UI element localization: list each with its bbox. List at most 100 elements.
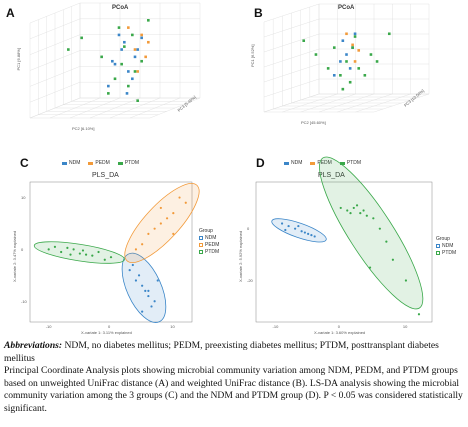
- data-point: [111, 59, 114, 63]
- legend-item: NDM: [436, 243, 456, 249]
- panel-label: C: [20, 156, 29, 170]
- legend-item: NDM: [284, 160, 302, 166]
- grid-line: [29, 2, 81, 24]
- data-point: [349, 212, 352, 215]
- data-point: [348, 80, 352, 84]
- data-point: [134, 248, 138, 251]
- data-point: [346, 209, 349, 212]
- legend: NDM PEDM PTDM: [62, 160, 139, 166]
- data-point: [100, 55, 103, 59]
- data-point: [147, 232, 150, 235]
- data-point: [284, 228, 287, 232]
- data-point: [141, 243, 144, 246]
- data-point: [80, 36, 83, 40]
- group-ellipse: [124, 183, 200, 263]
- data-point: [287, 224, 290, 228]
- data-point: [280, 222, 284, 225]
- data-point: [385, 240, 388, 243]
- data-point: [345, 53, 348, 56]
- data-point: [359, 212, 362, 215]
- y-axis-title: X-variate 2: 5.92% explained: [238, 231, 243, 282]
- x-axis-title: PC2 [45.60%]: [301, 120, 326, 125]
- data-point: [128, 269, 131, 272]
- data-point: [378, 227, 381, 230]
- y-tick-label: 10: [21, 195, 26, 200]
- data-point: [339, 60, 342, 63]
- data-point: [60, 250, 63, 254]
- data-point: [310, 234, 313, 237]
- panel-label: D: [256, 156, 265, 170]
- data-point: [156, 279, 159, 282]
- data-point: [345, 60, 348, 63]
- x-axis-title: X-variate 1: 3.60% explained: [314, 330, 365, 335]
- data-point: [136, 99, 139, 102]
- data-point: [103, 258, 106, 261]
- grid-line: [373, 93, 430, 113]
- data-point: [53, 245, 57, 248]
- legend-swatch: [339, 161, 345, 165]
- y-tick-label: -10: [21, 299, 28, 304]
- data-point: [144, 55, 147, 59]
- data-point: [140, 36, 143, 40]
- panel-d: D NDM PEDM PTDM PLS_DA -10 0 10 -20 0 X-varia…: [234, 152, 468, 338]
- data-point: [351, 43, 354, 47]
- data-point: [147, 19, 150, 22]
- data-point: [178, 196, 181, 199]
- data-point: [184, 201, 187, 204]
- data-point: [339, 74, 342, 77]
- caption-description: Principal Coordinate Analysis plots show…: [4, 365, 463, 414]
- data-point: [348, 67, 352, 70]
- legend-title: Group: [436, 236, 450, 242]
- y-axis-title: X-variate 2: 3.47% explained: [12, 231, 17, 282]
- data-point: [294, 227, 297, 230]
- legend-swatch: [284, 161, 289, 165]
- data-point: [150, 305, 153, 308]
- legend-item: PTDM: [199, 249, 219, 255]
- data-point: [355, 204, 359, 207]
- data-point: [172, 212, 175, 215]
- pcoa-3d-plot-b: PC2 [45.60%] PC1 [6.52%] PC3 [10.50%]: [250, 3, 430, 125]
- x-axis-title: X-variate 1: 3.11% explained: [81, 330, 132, 335]
- data-point: [369, 53, 373, 56]
- data-point: [172, 232, 175, 235]
- data-point: [314, 53, 318, 56]
- data-point: [357, 49, 361, 52]
- data-point: [97, 250, 100, 254]
- data-point: [303, 231, 306, 234]
- data-point: [153, 300, 156, 303]
- data-point: [81, 249, 85, 252]
- data-point: [136, 48, 139, 51]
- x-tick-label: 10: [170, 324, 175, 329]
- legend-item: PTDM: [436, 250, 456, 256]
- x-axis-title: PC2 [6.10%]: [72, 126, 94, 131]
- x-tick-label: -10: [46, 324, 53, 329]
- y-axis-title: PC1 [6.52%]: [250, 45, 255, 67]
- data-point: [66, 246, 69, 249]
- y-axis-title: PC1 [6.88%]: [16, 48, 21, 70]
- data-point: [123, 40, 126, 44]
- grid-line: [149, 97, 201, 119]
- data-point: [120, 62, 123, 66]
- pcoa-3d-plot-a: PC2 [6.10%] PC1 [6.88%] PC3 [5.45%]: [16, 2, 201, 131]
- data-point: [72, 248, 75, 251]
- legend-item: PEDM: [310, 160, 332, 166]
- data-point: [341, 39, 345, 42]
- group-ellipse: [271, 218, 327, 243]
- y-tick-label: 0: [21, 247, 24, 252]
- panel-title: PLS_DA: [318, 172, 345, 179]
- panel-b: B PCoA PC2 [45.60%] PC1 [6.52%] PC3 [10.50…: [234, 0, 468, 150]
- panel-title: PCoA: [338, 5, 355, 11]
- data-point: [147, 289, 150, 292]
- data-point: [153, 227, 156, 230]
- panel-title: PLS_DA: [92, 172, 119, 179]
- data-point: [352, 206, 355, 210]
- data-point: [107, 92, 110, 95]
- data-point: [353, 60, 357, 63]
- data-point: [372, 217, 375, 220]
- legend-item: PEDM: [88, 160, 110, 166]
- data-point: [136, 70, 139, 73]
- data-point: [339, 206, 342, 210]
- data-point: [375, 60, 379, 63]
- plsda-plot-c: -10 0 10 -10 0 10 X-variate 1: 3.11% explained…: [12, 181, 200, 335]
